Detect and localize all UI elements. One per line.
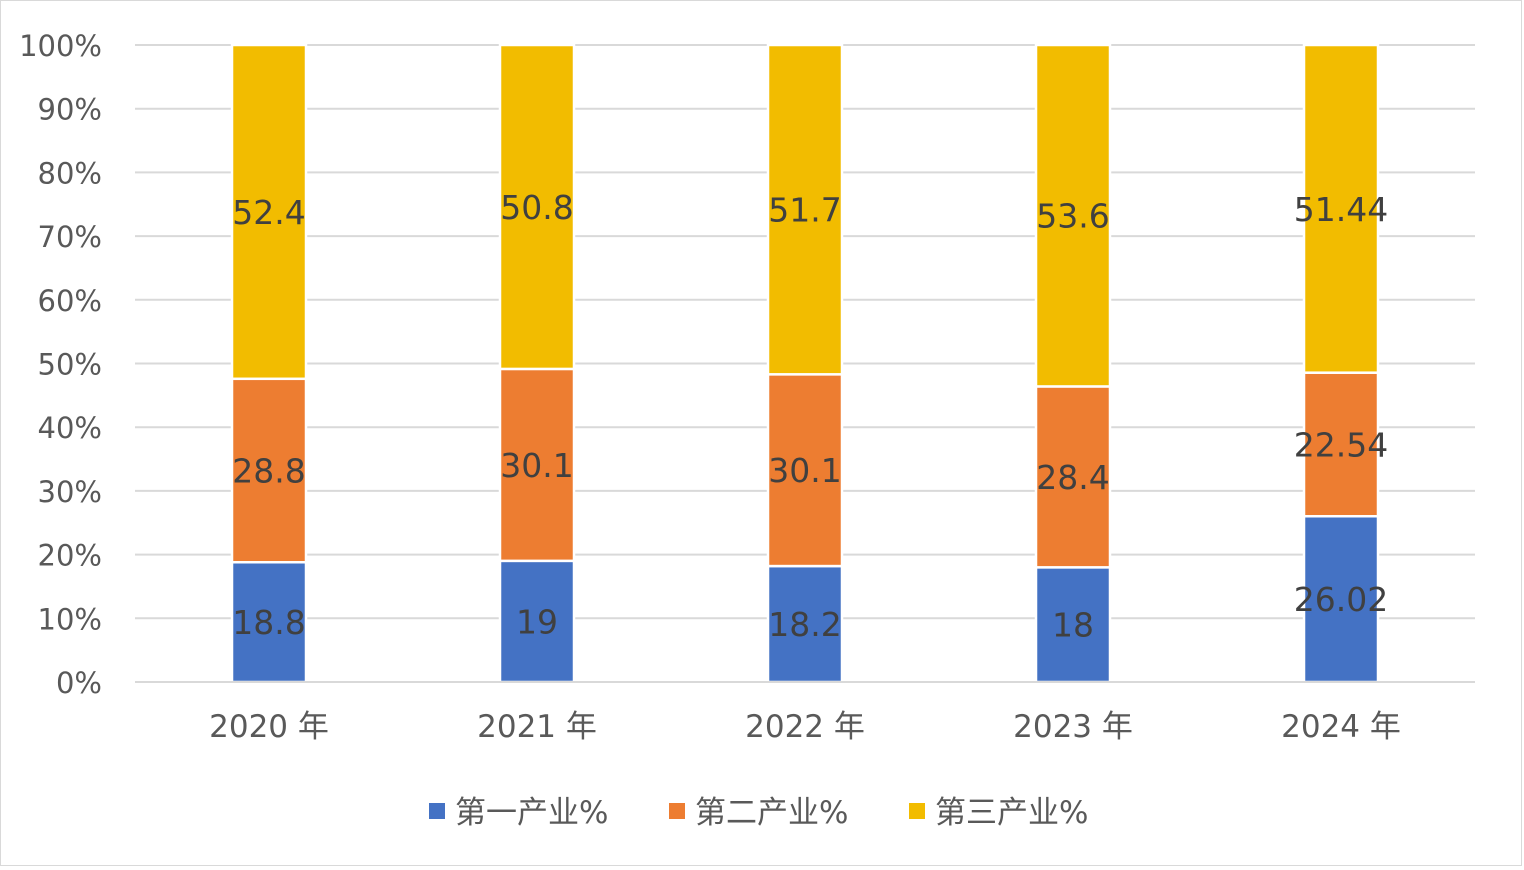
y-tick-label: 70% — [38, 220, 102, 254]
data-label: 22.54 — [1294, 425, 1388, 464]
bar-segment — [1302, 371, 1380, 518]
data-label: 18.8 — [232, 603, 305, 642]
bar-segment — [1034, 43, 1112, 388]
bar-segment — [230, 377, 308, 564]
y-tick-label: 40% — [38, 411, 102, 445]
legend-label: 第二产业% — [695, 795, 848, 831]
data-label: 19 — [516, 602, 558, 641]
y-tick-label: 90% — [38, 93, 102, 127]
data-label: 28.4 — [1036, 458, 1109, 497]
x-tick-label: 2021 年 — [477, 709, 597, 745]
data-label: 18.2 — [768, 605, 841, 644]
y-tick-label: 0% — [56, 666, 102, 700]
axes: 0% 10% 20% 30% 40% 50% 60% 70% 80% 90% 100% 2020 年 2… — [19, 29, 1475, 745]
data-label: 30.1 — [768, 451, 841, 490]
x-tick-label: 2022 年 — [745, 709, 865, 745]
y-tick-label: 100% — [19, 29, 102, 63]
legend: 第一产业% 第二产业% 第三产业% — [429, 795, 1088, 831]
x-tick-label: 2024 年 — [1281, 709, 1401, 745]
legend-swatch — [909, 803, 925, 819]
bar-segment — [1034, 385, 1112, 569]
legend-label: 第一产业% — [455, 795, 608, 831]
data-label: 51.44 — [1294, 190, 1388, 229]
data-label: 28.8 — [232, 452, 305, 491]
bar-segment — [766, 43, 844, 376]
legend-swatch — [429, 803, 445, 819]
bars: 18.8 28.8 52.4 19 30.1 50.8 18.2 30.1 51.7 18 28.4… — [230, 43, 1388, 684]
data-label: 53.6 — [1036, 197, 1109, 236]
data-label: 51.7 — [768, 191, 841, 230]
y-tick-label: 60% — [38, 284, 102, 318]
y-tick-label: 10% — [38, 602, 102, 636]
x-tick-label: 2023 年 — [1013, 709, 1133, 745]
data-label: 26.02 — [1294, 580, 1388, 619]
data-label: 52.4 — [232, 193, 305, 232]
x-tick-label: 2020 年 — [209, 709, 329, 745]
bar-segment — [498, 559, 576, 684]
data-label: 30.1 — [500, 446, 573, 485]
legend-label: 第三产业% — [935, 795, 1088, 831]
bar-segment — [498, 367, 576, 563]
bar-segment — [1034, 566, 1112, 684]
y-tick-label: 80% — [38, 156, 102, 190]
bar-segment — [230, 43, 308, 381]
bar-segment — [1302, 43, 1380, 374]
data-label: 18 — [1052, 606, 1094, 645]
bar-segment — [498, 43, 576, 371]
bar-segment — [766, 564, 844, 684]
bar-segment — [766, 373, 844, 568]
legend-swatch — [669, 803, 685, 819]
y-tick-label: 20% — [38, 539, 102, 573]
y-tick-label: 50% — [38, 348, 102, 382]
y-tick-label: 30% — [38, 475, 102, 509]
data-label: 50.8 — [500, 188, 573, 227]
